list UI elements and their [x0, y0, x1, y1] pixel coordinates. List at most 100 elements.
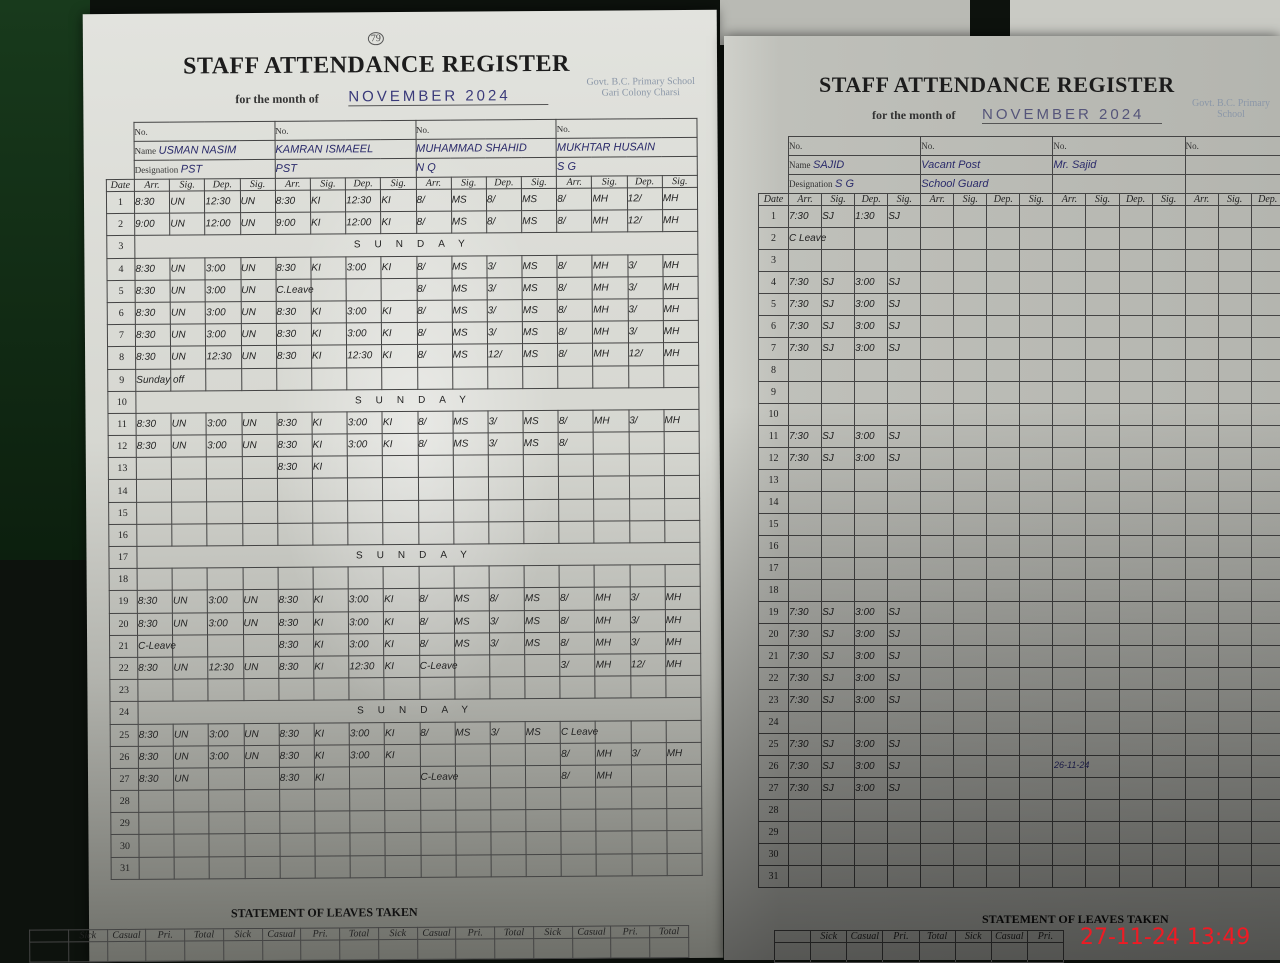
date-header: Date: [759, 194, 789, 206]
attendance-cell: [1020, 514, 1053, 536]
attendance-cell: [1185, 668, 1218, 690]
attendance-cell: [348, 567, 383, 589]
attendance-cell: [1251, 580, 1280, 602]
attendance-cell: [888, 228, 921, 250]
attendance-cell: 7:30: [789, 624, 822, 646]
column-header: Sig.: [1152, 194, 1185, 206]
attendance-cell: [632, 853, 667, 875]
attendance-cell: MS: [454, 633, 489, 655]
attendance-cell: KI: [314, 656, 349, 678]
attendance-cell: 12/: [627, 188, 662, 210]
attendance-cell: [1119, 778, 1152, 800]
attendance-cell: MH: [663, 321, 698, 343]
attendance-cell: 8/: [420, 722, 455, 744]
attendance-cell: [314, 678, 349, 700]
attendance-cell: [1185, 778, 1218, 800]
column-header: Dep.: [486, 177, 521, 189]
attendance-cell: [1020, 778, 1053, 800]
attendance-cell: 7:30: [789, 426, 822, 448]
attendance-cell: 3/: [487, 322, 522, 344]
day-number: 16: [109, 524, 137, 546]
attendance-cell: MS: [525, 721, 560, 743]
attendance-cell: 12:30: [206, 346, 241, 368]
attendance-cell: [561, 854, 596, 876]
attendance-cell: MS: [522, 255, 557, 277]
attendance-row: 30: [759, 844, 1280, 866]
column-header: Dep.: [205, 179, 240, 191]
leave-header: Sick: [811, 931, 847, 943]
attendance-cell: [383, 456, 418, 478]
attendance-cell: 8/: [417, 344, 452, 366]
attendance-cell: 8/: [417, 322, 452, 344]
attendance-cell: [1119, 294, 1152, 316]
attendance-cell: [629, 454, 664, 476]
attendance-cell: [1086, 316, 1119, 338]
attendance-cell: [1119, 404, 1152, 426]
attendance-cell: [207, 501, 242, 523]
attendance-cell: [987, 778, 1020, 800]
leave-cell: [30, 942, 69, 962]
attendance-cell: [1053, 844, 1086, 866]
staff-column-3: MUHAMMAD SHAHID: [416, 138, 557, 158]
attendance-cell: [1185, 756, 1218, 778]
attendance-cell: 3:00: [855, 602, 888, 624]
page-number: 79: [368, 32, 384, 45]
attendance-cell: SJ: [822, 778, 855, 800]
attendance-cell: [1086, 250, 1119, 272]
leave-header: Casual: [262, 928, 301, 940]
attendance-cell: [421, 855, 456, 877]
attendance-cell: [385, 855, 420, 877]
attendance-cell: [921, 668, 954, 690]
attendance-cell: [385, 833, 420, 855]
attendance-cell: MH: [595, 632, 630, 654]
attendance-cell: 3:00: [349, 744, 384, 766]
attendance-cell: [1053, 492, 1086, 514]
attendance-cell: [1119, 360, 1152, 382]
attendance-cell: [1251, 272, 1280, 294]
attendance-cell: [1251, 558, 1280, 580]
day-number: 9: [108, 369, 136, 391]
attendance-cell: [1251, 448, 1280, 470]
attendance-cell: [630, 565, 665, 587]
attendance-cell: KI: [384, 655, 419, 677]
attendance-cell: MS: [451, 211, 486, 233]
attendance-cell: 8/: [417, 278, 452, 300]
attendance-cell: 3:00: [855, 778, 888, 800]
attendance-cell: 7:30: [789, 448, 822, 470]
attendance-cell: [455, 744, 490, 766]
column-header: Sig.: [822, 194, 855, 206]
attendance-cell: [855, 800, 888, 822]
attendance-cell: [789, 558, 822, 580]
attendance-cell: [987, 690, 1020, 712]
attendance-cell: MS: [452, 300, 487, 322]
attendance-cell: MH: [663, 254, 698, 276]
attendance-cell: [348, 478, 383, 500]
attendance-row: 10: [759, 404, 1280, 426]
staff-column-1: No.: [789, 137, 921, 156]
attendance-cell: [418, 455, 453, 477]
attendance-cell: 8:30: [135, 280, 170, 302]
attendance-cell: [488, 477, 523, 499]
attendance-cell: [491, 810, 526, 832]
attendance-cell: [453, 522, 488, 544]
day-number: 27: [759, 778, 789, 800]
attendance-cell: [1185, 470, 1218, 492]
attendance-cell: [593, 365, 628, 387]
attendance-cell: [1152, 250, 1185, 272]
field-label: Name: [789, 160, 811, 170]
attendance-cell: 3/: [629, 410, 664, 432]
attendance-cell: [855, 382, 888, 404]
attendance-cell: [243, 568, 278, 590]
attendance-cell: [1185, 800, 1218, 822]
day-number: 6: [759, 316, 789, 338]
attendance-cell: [1119, 206, 1152, 228]
attendance-cell: MH: [663, 276, 698, 298]
day-number: 4: [107, 258, 135, 280]
attendance-cell: [1020, 866, 1053, 888]
attendance-cell: 12:30: [349, 656, 384, 678]
attendance-cell: [1119, 822, 1152, 844]
attendance-cell: [1185, 316, 1218, 338]
attendance-cell: [526, 765, 561, 787]
attendance-cell: [1218, 272, 1251, 294]
